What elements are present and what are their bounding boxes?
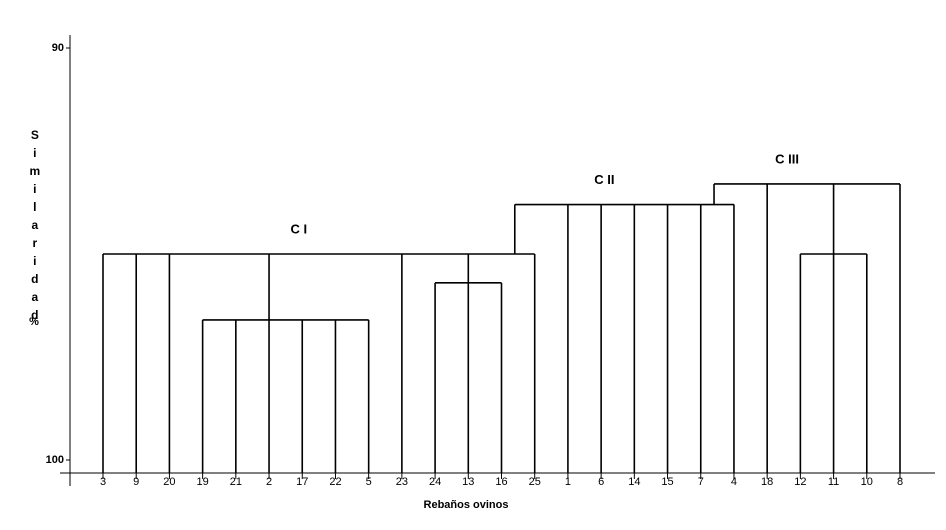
- leaf-label: 15: [661, 476, 673, 488]
- leaf-label: 2: [266, 476, 272, 488]
- leaf-label: 3: [100, 476, 106, 488]
- y-tick-label: 100: [46, 454, 64, 466]
- leaf-label: 6: [598, 476, 604, 488]
- leaf-label: 10: [861, 476, 873, 488]
- leaf-label: 12: [794, 476, 806, 488]
- leaf-label: 13: [462, 476, 474, 488]
- cluster-label: C I: [291, 221, 308, 236]
- leaf-label: 4: [731, 476, 737, 488]
- leaf-label: 1: [565, 476, 571, 488]
- leaf-label: 5: [366, 476, 372, 488]
- leaf-label: 20: [163, 476, 175, 488]
- leaf-label: 23: [396, 476, 408, 488]
- leaf-label: 22: [329, 476, 341, 488]
- leaf-label: 25: [529, 476, 541, 488]
- leaf-label: 7: [698, 476, 704, 488]
- y-axis-unit: %: [29, 316, 39, 328]
- cluster-label: C II: [594, 172, 614, 187]
- leaf-label: 9: [133, 476, 139, 488]
- leaf-label: 19: [197, 476, 209, 488]
- leaf-label: 18: [761, 476, 773, 488]
- y-tick-label: 90: [52, 42, 64, 54]
- cluster-label: C III: [775, 151, 799, 166]
- x-axis-title: Rebaños ovinos: [424, 499, 509, 511]
- leaf-label: 14: [628, 476, 640, 488]
- leaf-label: 21: [230, 476, 242, 488]
- leaf-label: 17: [296, 476, 308, 488]
- leaf-label: 11: [828, 476, 839, 488]
- leaf-label: 24: [429, 476, 441, 488]
- y-axis-title: Similaridad: [28, 128, 42, 326]
- leaf-label: 16: [495, 476, 507, 488]
- leaf-label: 8: [897, 476, 903, 488]
